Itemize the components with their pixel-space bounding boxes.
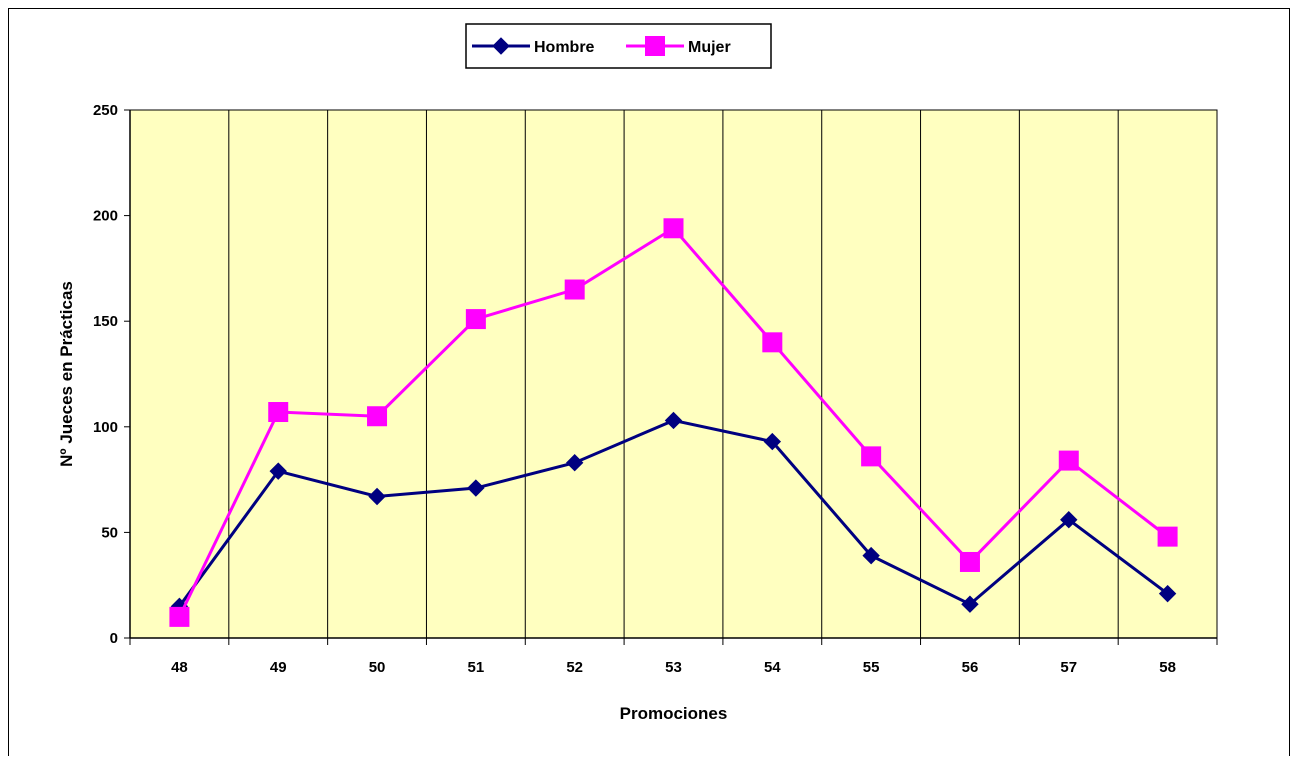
y-tick-label: 250 [93,102,118,119]
x-tick-label: 51 [468,659,485,676]
x-tick-label: 53 [665,659,682,676]
y-tick-label: 50 [101,524,118,541]
data-point-mujer [663,218,684,239]
y-tick-label: 100 [93,419,118,436]
data-point-mujer [564,279,585,300]
data-point-hombre [269,462,287,480]
x-tick-label: 52 [566,659,583,676]
data-point-hombre [763,432,782,451]
data-point-mujer [367,406,388,427]
y-tick-label: 200 [93,208,118,225]
data-point-mujer [1157,526,1178,547]
data-point-hombre [961,595,979,613]
legend: Hombre Mujer [465,23,772,69]
y-axis-label: Nº Jueces en Prácticas [57,281,76,467]
series-mujer [169,218,1178,627]
legend-marker-hombre [492,37,510,55]
y-tick-label: 0 [110,630,118,647]
data-point-hombre [368,487,386,506]
data-point-mujer [762,332,783,353]
legend-item-mujer: Mujer [626,36,731,56]
y-axis-ticks: 0 50 100 150 200 250 [93,102,130,647]
legend-marker-mujer [645,36,665,56]
plot-area [129,109,1218,639]
legend-label-mujer: Mujer [688,39,731,56]
data-point-hombre [467,479,485,497]
data-point-mujer [268,402,289,423]
data-point-hombre [862,546,880,565]
x-axis-ticks: 48 49 50 51 52 53 54 55 56 57 58 [129,638,1218,676]
data-point-hombre [565,453,584,472]
legend-label-hombre: Hombre [534,39,595,56]
x-tick-label: 48 [171,659,188,676]
x-tick-label: 55 [863,659,880,676]
axes [129,110,1217,639]
data-point-mujer [1058,450,1079,471]
x-tick-label: 54 [764,659,781,676]
data-point-hombre [1158,584,1177,603]
x-tick-label: 57 [1060,659,1077,676]
x-axis-label: Promociones [620,704,728,723]
data-point-mujer [169,606,190,627]
x-tick-label: 49 [270,659,287,676]
data-point-mujer [959,551,980,572]
data-point-hombre [664,411,683,430]
series-layer [169,218,1178,627]
x-tick-label: 50 [369,659,386,676]
x-tick-label: 58 [1159,659,1176,676]
data-point-hombre [1060,511,1078,529]
data-point-mujer [465,309,486,330]
series-hombre [170,411,1177,616]
y-tick-label: 150 [93,313,118,330]
data-point-mujer [861,446,882,467]
gridlines [228,110,1119,638]
chart-frame [8,8,1290,756]
x-tick-label: 56 [962,659,979,676]
legend-item-hombre: Hombre [472,37,595,56]
